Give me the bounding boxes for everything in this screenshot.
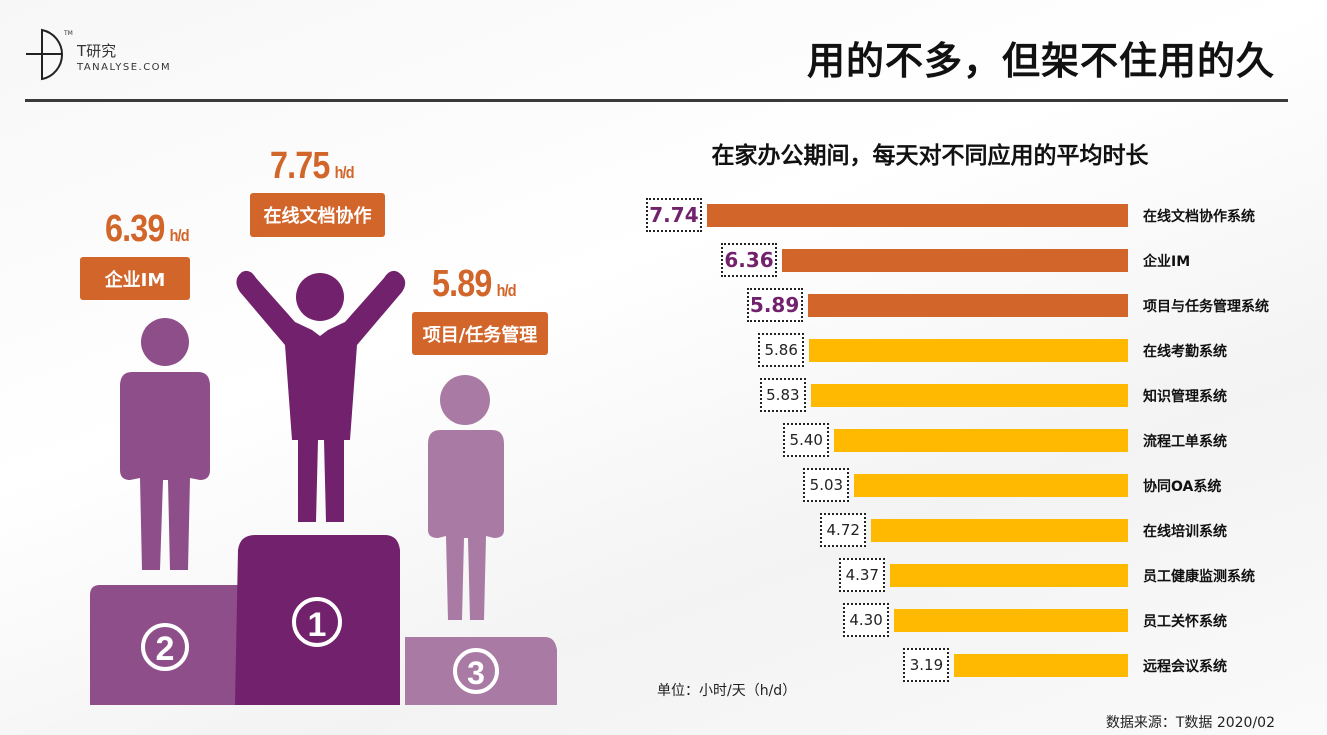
data-label: 5.03 bbox=[803, 468, 850, 502]
logo-icon: TM bbox=[26, 28, 73, 81]
bar bbox=[810, 384, 1128, 407]
bar bbox=[782, 249, 1128, 272]
data-label: 4.30 bbox=[843, 603, 890, 637]
category-label: 协同OA系统 bbox=[1143, 479, 1222, 495]
data-label: 5.86 bbox=[758, 333, 805, 367]
chart-title: 在家办公期间，每天对不同应用的平均时长 bbox=[711, 143, 1149, 169]
person-third-icon bbox=[428, 375, 504, 620]
data-label: 4.72 bbox=[820, 513, 867, 547]
data-label: 5.89 bbox=[746, 288, 803, 322]
bar bbox=[854, 474, 1128, 497]
category-label: 在线文档协作系统 bbox=[1143, 209, 1255, 225]
podium-third-value: 5.89 h/d bbox=[432, 263, 517, 305]
svg-text:TM: TM bbox=[63, 30, 73, 37]
podium-third bbox=[405, 637, 557, 705]
podium-illustration: 2 1 3 bbox=[90, 270, 557, 705]
data-label: 5.40 bbox=[783, 423, 830, 457]
category-label: 员工健康监测系统 bbox=[1143, 569, 1255, 585]
bar bbox=[954, 654, 1128, 677]
podium-first bbox=[235, 535, 400, 705]
bar bbox=[894, 609, 1128, 632]
category-label: 在线培训系统 bbox=[1143, 524, 1227, 540]
category-label: 远程会议系统 bbox=[1143, 659, 1227, 675]
category-label: 项目与任务管理系统 bbox=[1143, 299, 1269, 315]
svg-text:3: 3 bbox=[467, 655, 485, 691]
data-label: 4.37 bbox=[839, 558, 886, 592]
logo-domain: TANALYSE.COM bbox=[77, 62, 172, 73]
podium-second bbox=[90, 585, 240, 705]
bar bbox=[871, 519, 1128, 542]
svg-text:2: 2 bbox=[156, 630, 175, 668]
data-source: 数据来源：T数据 2020/02 bbox=[1105, 715, 1275, 731]
category-label: 知识管理系统 bbox=[1143, 389, 1227, 405]
unit-note: 单位：小时/天（h/d） bbox=[657, 683, 797, 699]
category-label: 企业IM bbox=[1143, 254, 1191, 270]
person-first-icon bbox=[236, 270, 406, 522]
podium-third-label: 项目/任务管理 bbox=[412, 312, 548, 355]
category-label: 员工关怀系统 bbox=[1143, 614, 1227, 630]
bar bbox=[807, 294, 1128, 317]
bar bbox=[706, 204, 1128, 227]
podium-first-value: 7.75 h/d bbox=[270, 145, 355, 187]
divider bbox=[25, 99, 1288, 102]
data-label: 6.36 bbox=[721, 243, 778, 277]
category-label: 在线考勤系统 bbox=[1143, 344, 1227, 360]
podium-second-label: 企业IM bbox=[80, 257, 190, 300]
category-label: 流程工单系统 bbox=[1143, 434, 1227, 450]
data-label: 5.83 bbox=[759, 378, 806, 412]
svg-text:1: 1 bbox=[308, 606, 327, 644]
person-second-icon bbox=[120, 318, 210, 570]
data-label: 7.74 bbox=[645, 198, 702, 232]
bar bbox=[890, 564, 1128, 587]
logo-text: T研究 bbox=[77, 42, 117, 60]
bar bbox=[809, 339, 1128, 362]
data-label: 3.19 bbox=[903, 648, 950, 682]
podium-first-label: 在线文档协作 bbox=[250, 193, 385, 237]
podium-second-value: 6.39 h/d bbox=[105, 208, 190, 250]
bar bbox=[834, 429, 1128, 452]
page-title: 用的不多，但架不住用的久 bbox=[806, 39, 1275, 83]
